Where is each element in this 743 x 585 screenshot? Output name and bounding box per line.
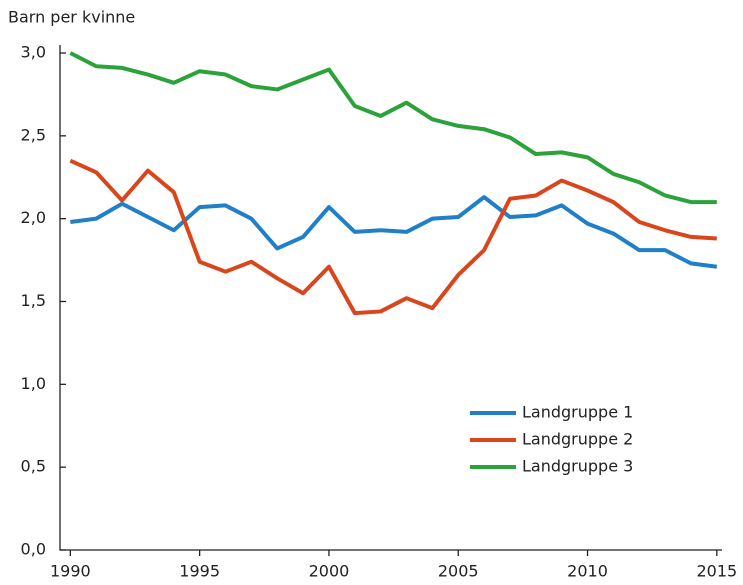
x-tick-label: 2000 bbox=[309, 562, 350, 581]
series-line bbox=[69, 51, 717, 205]
y-tick-label: 3,0 bbox=[21, 43, 46, 62]
series-line bbox=[69, 158, 717, 316]
y-tick-label: 0,0 bbox=[21, 540, 46, 559]
x-tick-label: 1990 bbox=[50, 562, 91, 581]
series-line bbox=[70, 195, 718, 269]
legend-label: Landgruppe 1 bbox=[522, 403, 633, 422]
y-tick-label: 2,5 bbox=[21, 125, 46, 144]
y-tick-label: 1,5 bbox=[21, 291, 46, 310]
x-tick-label: 2015 bbox=[696, 562, 737, 581]
y-axis-label: Barn per kvinne bbox=[8, 8, 135, 27]
x-tick-label: 1995 bbox=[179, 562, 220, 581]
y-tick-label: 0,5 bbox=[21, 457, 46, 476]
y-tick-label: 2,0 bbox=[21, 208, 46, 227]
x-tick-label: 2005 bbox=[438, 562, 479, 581]
legend-label: Landgruppe 2 bbox=[522, 430, 633, 449]
y-tick-label: 1,0 bbox=[21, 374, 46, 393]
legend-label: Landgruppe 3 bbox=[522, 457, 633, 476]
x-tick-label: 2010 bbox=[567, 562, 608, 581]
